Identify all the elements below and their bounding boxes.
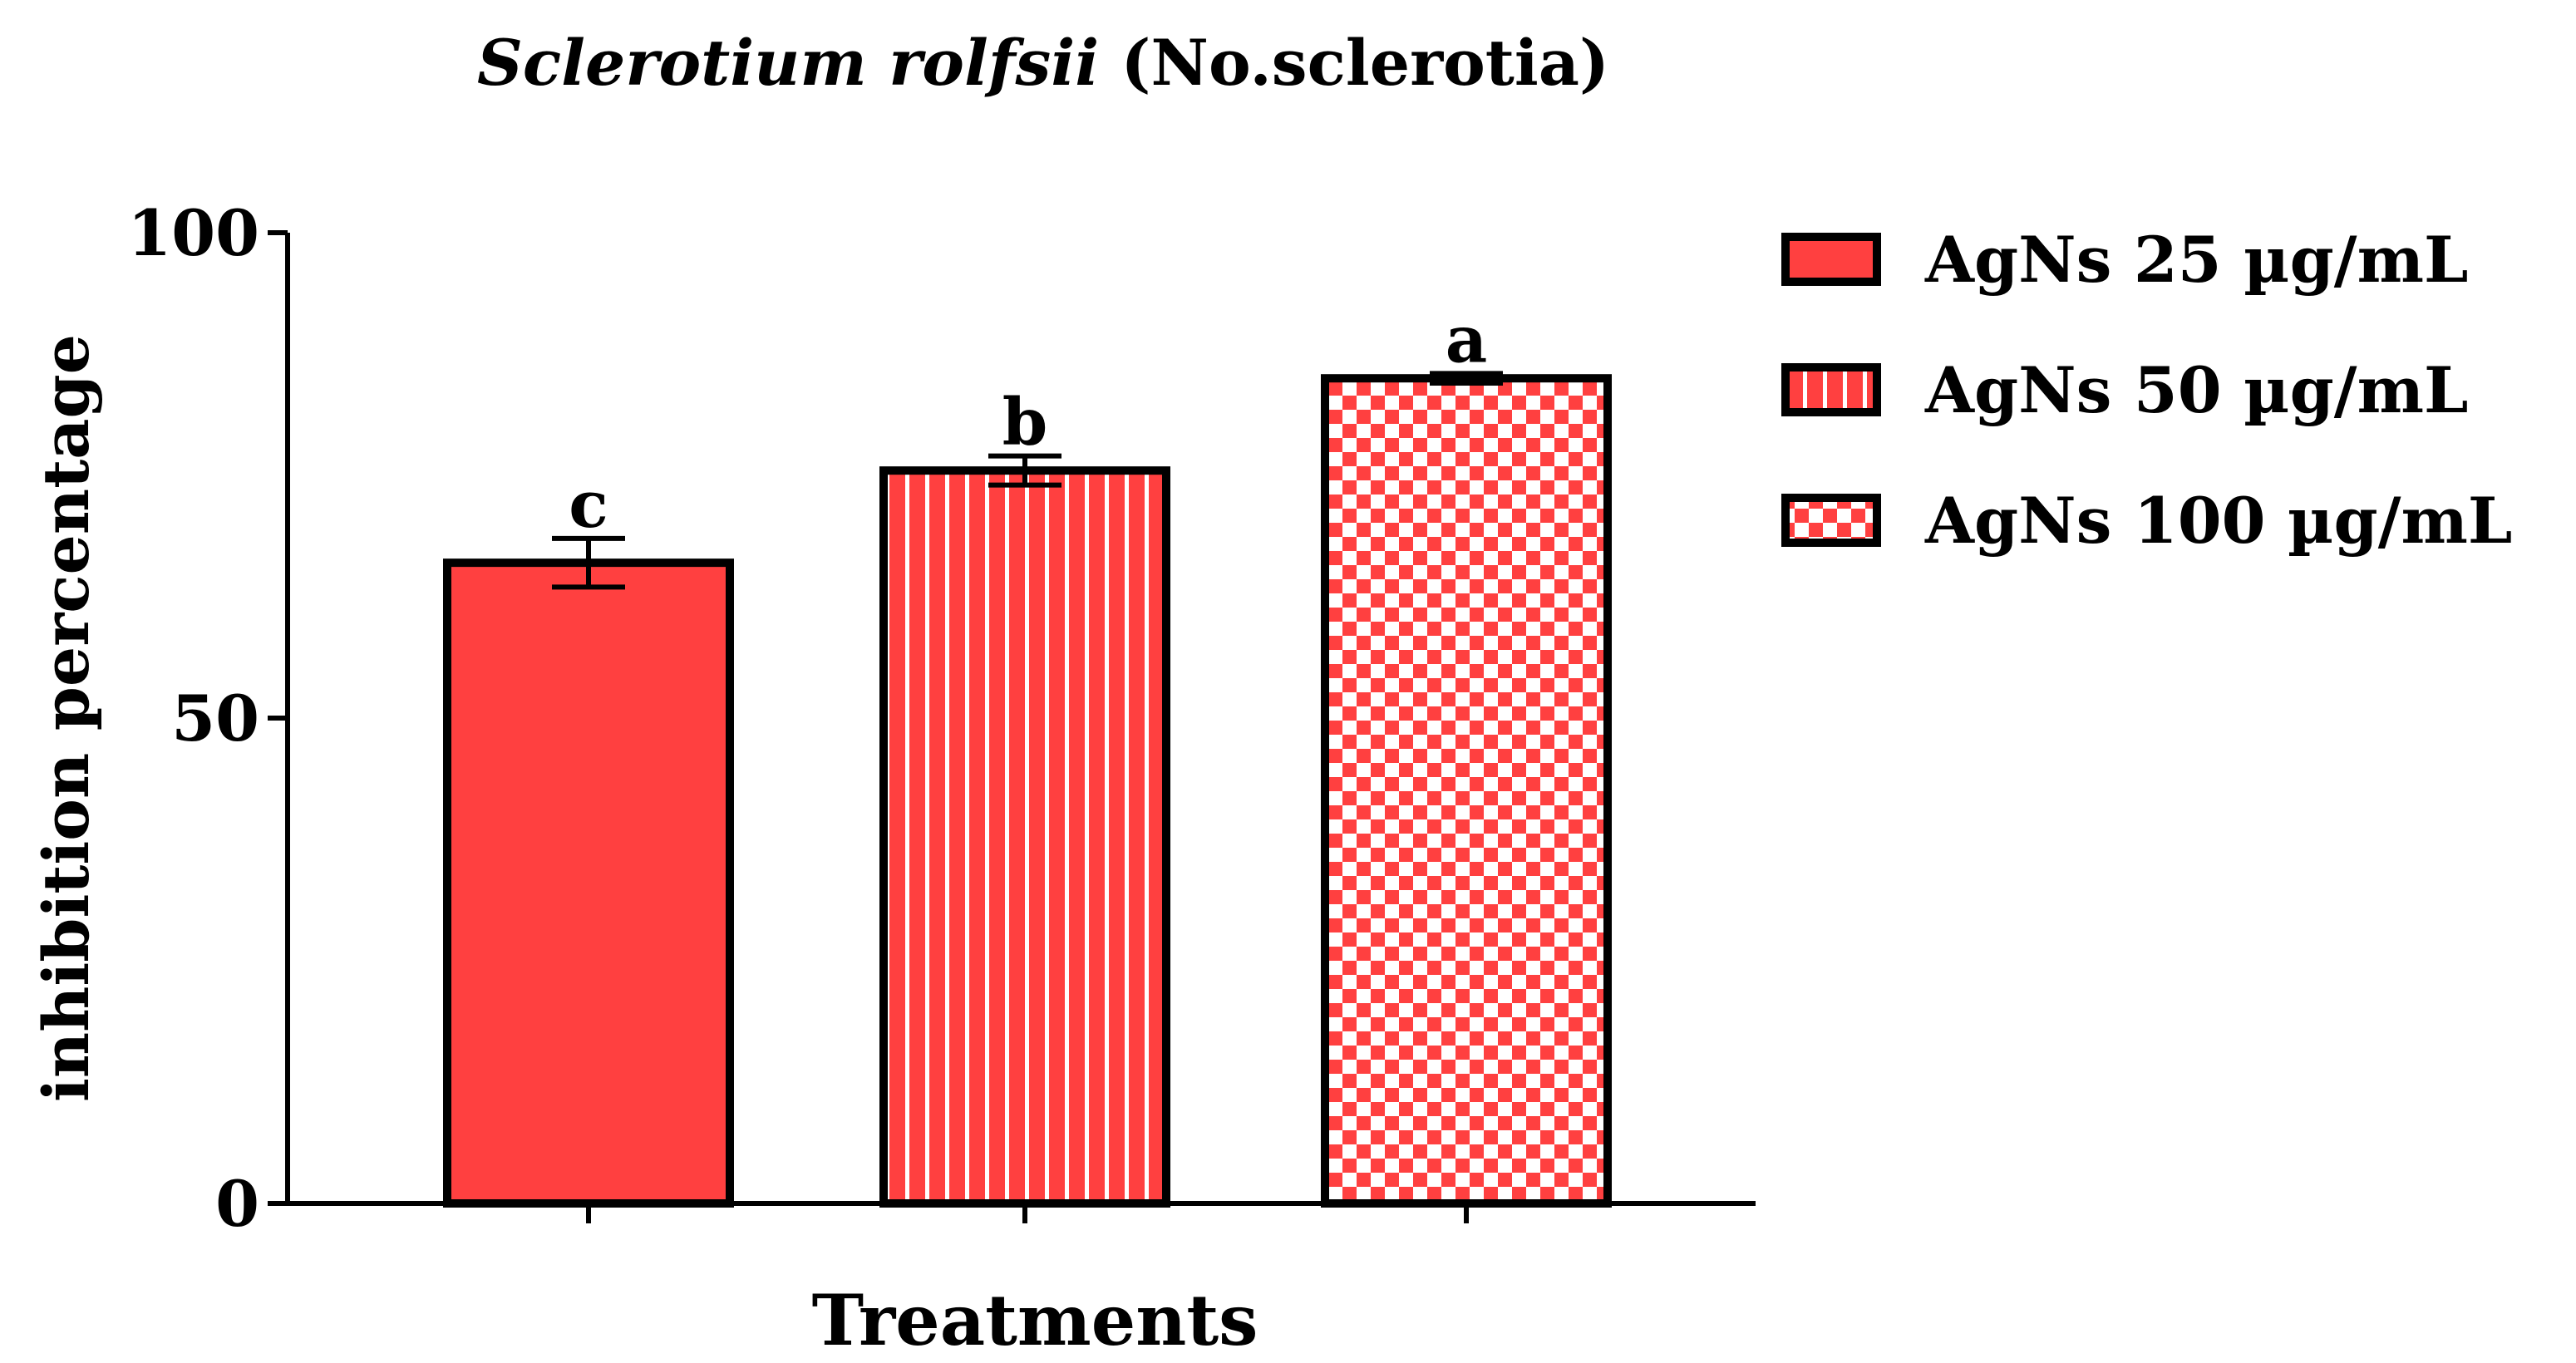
legend-label: AgNs 50 µg/mL bbox=[1924, 353, 2468, 427]
x-axis-label: Treatments bbox=[812, 1279, 1258, 1361]
y-tick-label: 100 bbox=[127, 196, 259, 270]
legend-label: AgNs 100 µg/mL bbox=[1924, 484, 2512, 558]
significance-letter: c bbox=[569, 467, 608, 543]
bar bbox=[1321, 374, 1612, 1208]
y-axis-ticks: 0 50 100 bbox=[127, 196, 288, 1241]
chart-title-plain: (No.sclerotia) bbox=[1099, 26, 1609, 100]
y-axis-label: inhibition percentage bbox=[29, 334, 103, 1102]
y-tick-label: 0 bbox=[215, 1167, 259, 1241]
bars-group: c b a bbox=[443, 302, 1612, 1208]
bar bbox=[879, 466, 1170, 1208]
x-axis-ticks bbox=[586, 1203, 1469, 1223]
legend: AgNs 25 µg/mL AgNs 50 µg/mL AgNs 100 µg/mL bbox=[1781, 223, 2512, 558]
legend-swatch bbox=[1781, 494, 1881, 547]
legend-swatch bbox=[1781, 233, 1881, 286]
y-tick-label: 50 bbox=[171, 682, 259, 755]
chart-title-italic: Sclerotium rolfsii bbox=[477, 26, 1099, 100]
significance-letter: b bbox=[1002, 385, 1048, 460]
chart-title: Sclerotium rolfsii (No.sclerotia) bbox=[477, 26, 1609, 100]
significance-letter: a bbox=[1446, 302, 1488, 377]
legend-swatch bbox=[1781, 363, 1881, 416]
bar bbox=[443, 558, 734, 1208]
legend-label: AgNs 25 µg/mL bbox=[1924, 223, 2468, 297]
